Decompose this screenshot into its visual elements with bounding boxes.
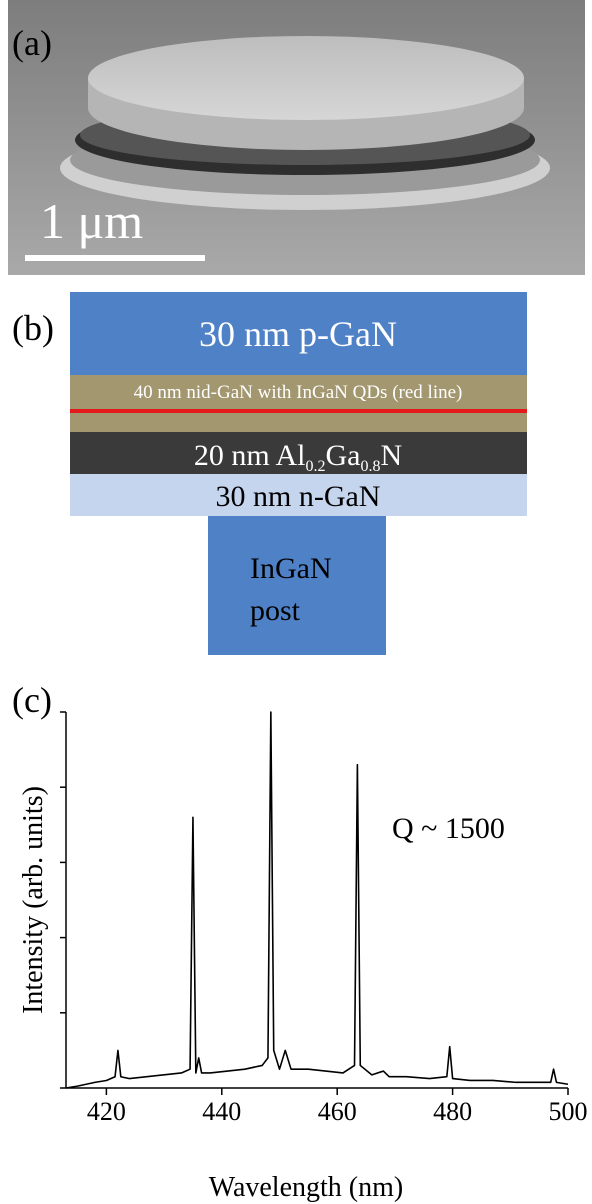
x-tick-label: 480: [433, 1097, 472, 1126]
text-part: Ga: [326, 439, 361, 472]
x-tick-label: 460: [318, 1097, 357, 1126]
subscript: 0.2: [306, 458, 326, 475]
x-tick-label: 500: [549, 1097, 588, 1126]
subscript: 0.8: [361, 458, 381, 475]
panel-label: (c): [12, 680, 52, 720]
layer: [70, 474, 527, 516]
layer: [70, 292, 527, 375]
layer: [70, 375, 527, 432]
panel-label: (a): [12, 23, 52, 63]
layer-label: 20 nm Al0.2Ga0.8N: [194, 439, 402, 475]
panel-label: (b): [12, 308, 54, 348]
text-part: N: [381, 439, 403, 472]
x-tick-label: 420: [87, 1097, 126, 1126]
layer: [70, 432, 527, 474]
layer-label: 30 nm p-GaN: [199, 314, 397, 354]
text-part: 20 nm Al: [194, 439, 306, 472]
sem-image: [8, 0, 585, 275]
annotation: Q ~ 1500: [392, 812, 505, 845]
scale-bar-label: 1 μm: [40, 193, 143, 249]
spectrum-line: [65, 711, 569, 1089]
layer-label: 40 nm nid-GaN with InGaN QDs (red line): [134, 382, 463, 403]
post: [208, 516, 386, 655]
layer-label: 30 nm n-GaN: [216, 480, 381, 513]
post-label: InGaN: [250, 552, 332, 585]
x-tick-label: 440: [202, 1097, 241, 1126]
post-label: post: [250, 594, 301, 627]
x-axis-label: Wavelength (nm): [209, 1172, 403, 1203]
y-axis-label: Intensity (arb. units): [18, 786, 49, 1014]
